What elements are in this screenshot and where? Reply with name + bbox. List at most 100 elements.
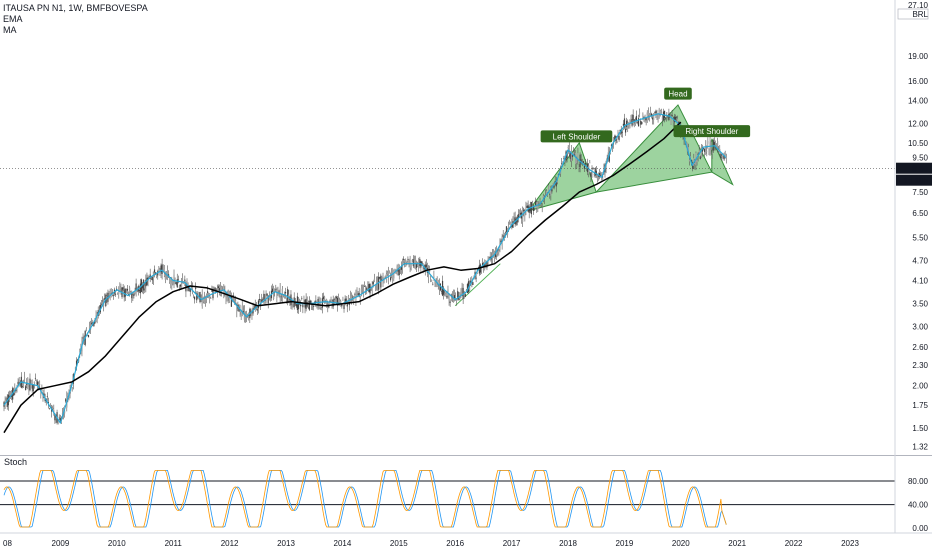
ema-legend-label[interactable]: EMA (3, 14, 23, 24)
candle-body (457, 291, 459, 299)
candle-body (163, 269, 165, 274)
candle-body (578, 167, 580, 168)
candle-body (393, 271, 395, 279)
candle-body (569, 153, 571, 159)
candle-body (584, 162, 587, 165)
candle-body (696, 159, 698, 163)
candle-body (652, 117, 654, 120)
candle-body (238, 306, 240, 312)
candle-body (164, 275, 166, 280)
candle-body (130, 291, 132, 293)
candle-body (359, 298, 361, 301)
candle-body (723, 155, 725, 160)
candle-body (667, 118, 669, 120)
candle-body (430, 276, 432, 278)
candle-body (438, 283, 440, 290)
candle-body (303, 297, 305, 299)
candle-body (547, 194, 549, 196)
candle-body (545, 190, 548, 196)
candle-body (262, 299, 264, 301)
time-tick-label: 2022 (785, 539, 803, 548)
candle-body (535, 200, 537, 206)
candle-body (666, 112, 668, 118)
candle-body (725, 157, 727, 159)
candle-body (437, 281, 439, 285)
candle-body (356, 292, 358, 296)
candle-body (634, 121, 636, 125)
candle-body (214, 287, 216, 291)
candle-body (589, 162, 591, 164)
candle-body (58, 416, 60, 418)
candle-body (425, 264, 427, 268)
candle-body (609, 152, 612, 154)
candle-body (643, 117, 645, 118)
candle-body (119, 286, 121, 292)
price-tick-label: 14.00 (908, 97, 929, 106)
stoch-k-line (3, 470, 727, 528)
candle-body (392, 272, 394, 278)
candle-body (456, 299, 458, 301)
candle-body (61, 413, 64, 415)
candle-body (193, 296, 196, 300)
candle-body (361, 287, 364, 289)
candle-body (211, 290, 213, 292)
candle-body (100, 303, 103, 305)
candle-body (721, 155, 723, 158)
time-tick-label: 2009 (52, 539, 70, 548)
candle-body (258, 298, 261, 301)
candle-body (257, 300, 260, 309)
candle-body (511, 224, 513, 228)
price-tick-label: 1.50 (912, 424, 928, 433)
candle-body (488, 257, 490, 259)
candle-body (483, 264, 485, 268)
candle-body (158, 267, 160, 270)
candle-body (582, 161, 584, 164)
candle-body (191, 284, 194, 293)
candle-body (629, 120, 631, 128)
candle-body (46, 396, 48, 397)
candle-body (526, 206, 528, 208)
price-tick-label: 4.70 (912, 257, 928, 266)
candle-body (52, 407, 54, 409)
candle-body (718, 151, 720, 153)
candle-body (177, 279, 179, 281)
candle-body (93, 322, 95, 327)
candle-body (495, 251, 497, 257)
stoch-tick-label: 40.00 (908, 501, 929, 510)
candle-body (195, 287, 197, 289)
candle-body (646, 112, 648, 121)
candle-body (445, 292, 447, 294)
time-tick-label: 2017 (503, 539, 521, 548)
candle-body (192, 294, 195, 296)
stoch-pane-label[interactable]: Stoch (4, 457, 28, 467)
candle-body (493, 251, 496, 261)
candle-body (254, 303, 256, 309)
candle-body (127, 294, 130, 295)
candle-body (624, 128, 627, 133)
candle-body (500, 240, 502, 243)
candle-body (319, 301, 321, 306)
ma-legend-label[interactable]: MA (3, 25, 17, 35)
candle-body (5, 398, 7, 401)
candle-body (571, 155, 574, 157)
candle-body (608, 152, 610, 162)
candle-body (449, 301, 451, 303)
candle-body (583, 163, 586, 169)
last-price-label: 8.80 (912, 165, 928, 174)
candle-body (15, 389, 17, 391)
candle-body (358, 292, 360, 297)
candle-body (178, 285, 181, 289)
stoch-tick-label: 80.00 (908, 477, 929, 486)
candle-body (386, 272, 388, 274)
candle-body (694, 162, 696, 165)
candle-body (699, 156, 701, 159)
candle-body (223, 286, 225, 298)
candle-body (366, 288, 368, 291)
candle-body (515, 219, 517, 225)
candle-body (267, 295, 269, 304)
right-shoulder-triangle (711, 138, 734, 186)
candle-body (27, 378, 29, 388)
countdown-label: 1d 10h (904, 177, 928, 186)
candle-body (650, 113, 653, 117)
